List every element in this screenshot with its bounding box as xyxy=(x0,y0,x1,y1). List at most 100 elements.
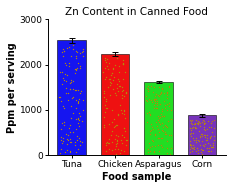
Point xyxy=(109,82,113,85)
Point xyxy=(79,143,82,146)
Point xyxy=(104,97,108,100)
Point xyxy=(78,52,82,55)
Point xyxy=(69,141,73,144)
Point xyxy=(154,120,158,123)
Point xyxy=(162,114,165,117)
Point xyxy=(117,84,121,87)
Point xyxy=(212,127,216,130)
Point xyxy=(58,95,62,98)
Point xyxy=(103,77,107,80)
Point xyxy=(65,46,69,49)
Point xyxy=(117,71,120,74)
Point xyxy=(62,121,66,124)
Point xyxy=(61,139,65,142)
Point xyxy=(156,94,160,97)
Point xyxy=(169,118,173,121)
Point xyxy=(188,139,192,143)
Point xyxy=(68,131,72,134)
Point xyxy=(211,143,214,146)
Point xyxy=(104,106,108,109)
Point xyxy=(102,91,106,94)
Point xyxy=(153,94,157,97)
Point xyxy=(77,112,81,115)
Point xyxy=(145,87,149,90)
Point xyxy=(58,96,61,99)
Point xyxy=(63,50,66,53)
Point xyxy=(59,100,63,103)
Point xyxy=(77,124,81,127)
Point xyxy=(152,85,156,88)
Point xyxy=(212,138,216,141)
Point xyxy=(58,151,62,154)
Point xyxy=(80,141,83,144)
Point xyxy=(165,125,169,129)
Point xyxy=(161,109,164,112)
Point xyxy=(76,88,80,91)
Point xyxy=(76,62,79,65)
Point xyxy=(68,88,72,91)
Point xyxy=(74,55,78,58)
Point xyxy=(199,125,202,128)
Point xyxy=(107,77,110,80)
Point xyxy=(209,137,212,140)
Point xyxy=(159,91,163,94)
Point xyxy=(189,148,192,151)
Point xyxy=(76,118,80,121)
Point xyxy=(103,116,106,119)
Point xyxy=(105,64,109,67)
Point xyxy=(69,78,72,81)
Point xyxy=(167,85,171,88)
Point xyxy=(104,75,108,78)
Point xyxy=(65,137,69,140)
Point xyxy=(148,113,152,116)
Point xyxy=(212,119,216,122)
Point xyxy=(160,88,163,91)
Point xyxy=(74,68,78,71)
Point xyxy=(119,149,123,152)
Point xyxy=(60,50,64,53)
Bar xyxy=(188,115,216,155)
Point xyxy=(192,132,195,135)
Point xyxy=(107,147,111,150)
Point xyxy=(103,104,107,107)
Point xyxy=(168,152,172,155)
Point xyxy=(152,98,156,101)
Point xyxy=(201,119,204,122)
Point xyxy=(189,145,193,148)
Point xyxy=(62,106,66,109)
Point xyxy=(115,138,119,141)
Point xyxy=(105,57,109,60)
Point xyxy=(210,120,213,123)
Point xyxy=(189,146,193,149)
Point xyxy=(163,124,167,127)
Point xyxy=(157,86,161,89)
Point xyxy=(62,137,65,140)
Point xyxy=(154,107,158,110)
Point xyxy=(68,124,72,127)
Point xyxy=(60,83,63,86)
Point xyxy=(189,121,193,124)
Point xyxy=(151,140,155,143)
Point xyxy=(115,57,119,60)
Point xyxy=(148,112,152,115)
Point xyxy=(148,132,152,135)
Point xyxy=(207,146,211,149)
Point xyxy=(165,91,169,94)
Point xyxy=(64,64,68,67)
Point xyxy=(200,132,204,135)
Point xyxy=(122,94,126,97)
Point xyxy=(206,120,209,123)
Point xyxy=(146,148,150,151)
Point xyxy=(165,91,169,94)
Point xyxy=(200,149,204,152)
Point xyxy=(169,147,173,150)
Point xyxy=(105,141,109,144)
Point xyxy=(120,111,123,114)
Point xyxy=(155,125,159,128)
Point xyxy=(64,80,68,83)
Point xyxy=(124,144,127,147)
Point xyxy=(146,84,150,88)
Point xyxy=(105,107,109,110)
Point xyxy=(107,122,111,125)
Point xyxy=(104,141,107,144)
